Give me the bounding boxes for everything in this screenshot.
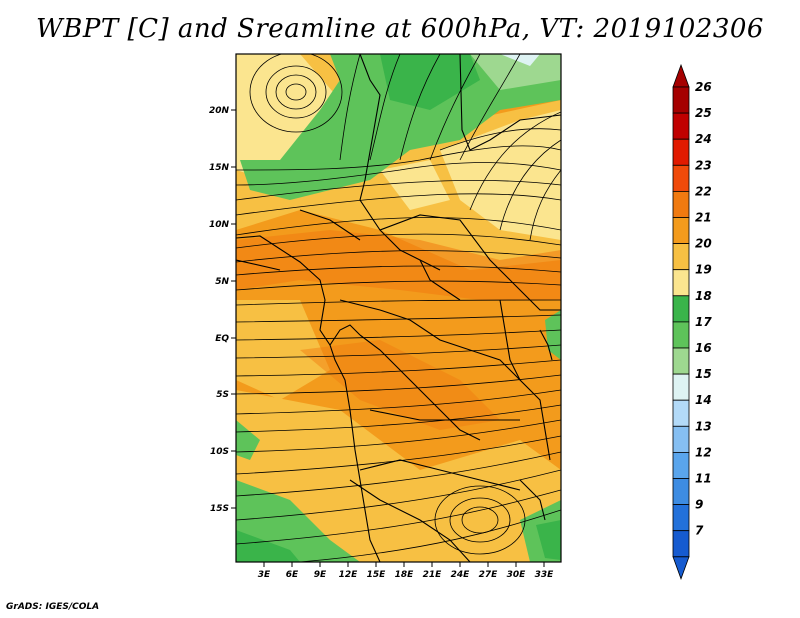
lon-label: 9E: [314, 570, 327, 580]
map-frame: [235, 53, 562, 563]
colorbar-label: 25: [695, 106, 712, 120]
colorbar-label: 12: [695, 445, 712, 459]
colorbar-segment: [672, 321, 690, 349]
colorbar-label: 26: [695, 80, 712, 94]
lon-label: 33E: [535, 570, 555, 580]
colorbar-label: 24: [695, 132, 712, 146]
lon-label: 12E: [339, 570, 359, 580]
colorbar-segment: [672, 399, 690, 427]
colorbar-segment: [672, 373, 690, 401]
colorbar-segment: [672, 530, 690, 558]
colorbar-bottom-arrow: [672, 556, 690, 580]
colorbar-label: 13: [695, 419, 712, 433]
streamlines: [236, 54, 561, 562]
colorbar-segment: [672, 347, 690, 375]
lat-label: 10S: [210, 447, 229, 457]
colorbar-label: 19: [695, 263, 712, 277]
colorbar-label: 17: [695, 315, 712, 329]
lon-label: 21E: [423, 570, 443, 580]
colorbar-label: 18: [695, 289, 712, 303]
lat-label: 20N: [209, 106, 230, 116]
lon-label: 27E: [479, 570, 499, 580]
colorbar-segment: [672, 425, 690, 453]
lon-label: 30E: [507, 570, 527, 580]
colorbar-label: 7: [695, 524, 704, 538]
lat-label: 15N: [209, 163, 230, 173]
lat-label: 10N: [209, 220, 230, 230]
colorbar-segment: [672, 217, 690, 245]
colorbar-label: 23: [695, 158, 712, 172]
lon-label: 24E: [451, 570, 471, 580]
wbpt-field: [236, 54, 561, 562]
colorbar-segment: [672, 86, 690, 114]
colorbar-label: 15: [695, 367, 712, 381]
lat-label: EQ: [215, 334, 229, 344]
lon-label: 15E: [367, 570, 387, 580]
colorbar-label: 14: [695, 393, 712, 407]
lon-label: 6E: [286, 570, 299, 580]
colorbar-segment: [672, 269, 690, 297]
colorbar-segment: [672, 451, 690, 479]
colorbar-segment: [672, 478, 690, 506]
lat-label: 5S: [216, 390, 229, 400]
lon-label: 18E: [395, 570, 415, 580]
lat-label: 15S: [210, 504, 229, 514]
credit-text: GrADS: IGES/COLA: [6, 602, 100, 612]
map-title: WBPT [C] and Sreamline at 600hPa, VT: 20…: [36, 14, 764, 44]
colorbar-segment: [672, 190, 690, 218]
colorbar-label: 16: [695, 341, 712, 355]
lon-label: 3E: [258, 570, 271, 580]
latitude-axis: 20N 15N 10N 5N EQ 5S 10S 15S: [209, 106, 236, 514]
colorbar: 26 25 24 23 22 21 20 19 18 17 16 15 14 13 12 11 9 7: [672, 63, 712, 580]
colorbar-label: 21: [695, 211, 712, 225]
colorbar-segment: [672, 295, 690, 323]
colorbar-top-arrow: [672, 63, 690, 88]
colorbar-segment: [672, 138, 690, 166]
colorbar-label: 20: [695, 237, 712, 251]
colorbar-label: 9: [695, 498, 703, 512]
colorbar-segment: [672, 112, 690, 140]
colorbar-segment: [672, 243, 690, 271]
colorbar-segment: [672, 504, 690, 532]
country-borders: [236, 54, 561, 562]
colorbar-label: 11: [695, 472, 712, 486]
colorbar-label: 22: [695, 184, 712, 198]
colorbar-segment: [672, 164, 690, 192]
longitude-axis: 3E 6E 9E 12E 15E 18E 21E 24E 27E 30E 33E: [258, 562, 554, 580]
lat-label: 5N: [215, 277, 229, 287]
